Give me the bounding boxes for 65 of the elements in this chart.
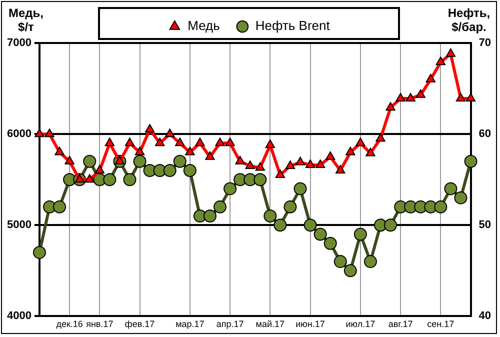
y2-tick-label: 50 bbox=[478, 219, 492, 232]
point bbox=[195, 138, 205, 146]
x-tick-label: фев.17 bbox=[124, 319, 155, 330]
x-tick-label: июн.17 bbox=[296, 319, 325, 330]
x-tick-label: июл.17 bbox=[346, 319, 376, 330]
point bbox=[215, 138, 225, 146]
point bbox=[165, 128, 175, 138]
point bbox=[94, 164, 104, 174]
y-tick-label: 7000 bbox=[6, 37, 32, 50]
y2-tick-label: 40 bbox=[478, 310, 492, 322]
point bbox=[305, 160, 316, 168]
point bbox=[326, 151, 336, 160]
point bbox=[456, 93, 466, 102]
point bbox=[64, 156, 74, 164]
y2-tick-label: 70 bbox=[478, 37, 492, 50]
point bbox=[396, 93, 406, 102]
point bbox=[386, 102, 396, 111]
point bbox=[265, 139, 275, 148]
x-tick-label: сен.17 bbox=[427, 319, 454, 330]
point bbox=[466, 93, 476, 102]
y-tick-label: 5000 bbox=[6, 219, 32, 232]
point bbox=[426, 74, 436, 82]
point bbox=[366, 148, 376, 156]
point bbox=[295, 156, 306, 166]
point bbox=[255, 162, 265, 171]
x-tick-label: май.17 bbox=[256, 319, 285, 330]
point bbox=[336, 164, 346, 174]
point bbox=[235, 156, 245, 164]
point bbox=[446, 48, 456, 57]
point bbox=[34, 128, 44, 138]
y2-axis-title: Нефть, $/бар. bbox=[446, 6, 492, 34]
y2-tick-label: 60 bbox=[478, 128, 492, 140]
point bbox=[225, 138, 235, 146]
point bbox=[356, 138, 366, 146]
point bbox=[44, 128, 54, 138]
point bbox=[84, 174, 94, 183]
point bbox=[285, 160, 296, 169]
point bbox=[134, 146, 145, 156]
point bbox=[245, 160, 255, 169]
point bbox=[185, 146, 195, 156]
point bbox=[114, 156, 125, 164]
point bbox=[144, 124, 155, 133]
x-tick-label: мар.17 bbox=[176, 319, 204, 330]
point bbox=[175, 138, 185, 146]
point bbox=[416, 89, 426, 98]
point bbox=[406, 93, 416, 102]
point bbox=[275, 170, 286, 178]
point bbox=[205, 151, 215, 160]
x-tick-label: апр.17 bbox=[216, 319, 244, 330]
y-tick-label: 4000 bbox=[6, 310, 32, 322]
legend-label: Нефть Brent bbox=[255, 18, 330, 34]
y-tick-label: 6000 bbox=[6, 128, 32, 140]
x-tick-label: дек.16 bbox=[56, 319, 83, 330]
point bbox=[346, 146, 356, 156]
point bbox=[436, 56, 446, 66]
point bbox=[104, 138, 115, 146]
point bbox=[376, 133, 386, 142]
point bbox=[155, 138, 165, 146]
point bbox=[54, 146, 64, 156]
legend-label: Медь bbox=[188, 18, 220, 34]
point bbox=[124, 138, 135, 146]
x-tick-label: янв.17 bbox=[86, 319, 114, 330]
y-axis-title: Медь, $/т bbox=[8, 6, 44, 34]
x-tick-label: авг.17 bbox=[388, 319, 413, 330]
point bbox=[315, 160, 326, 168]
